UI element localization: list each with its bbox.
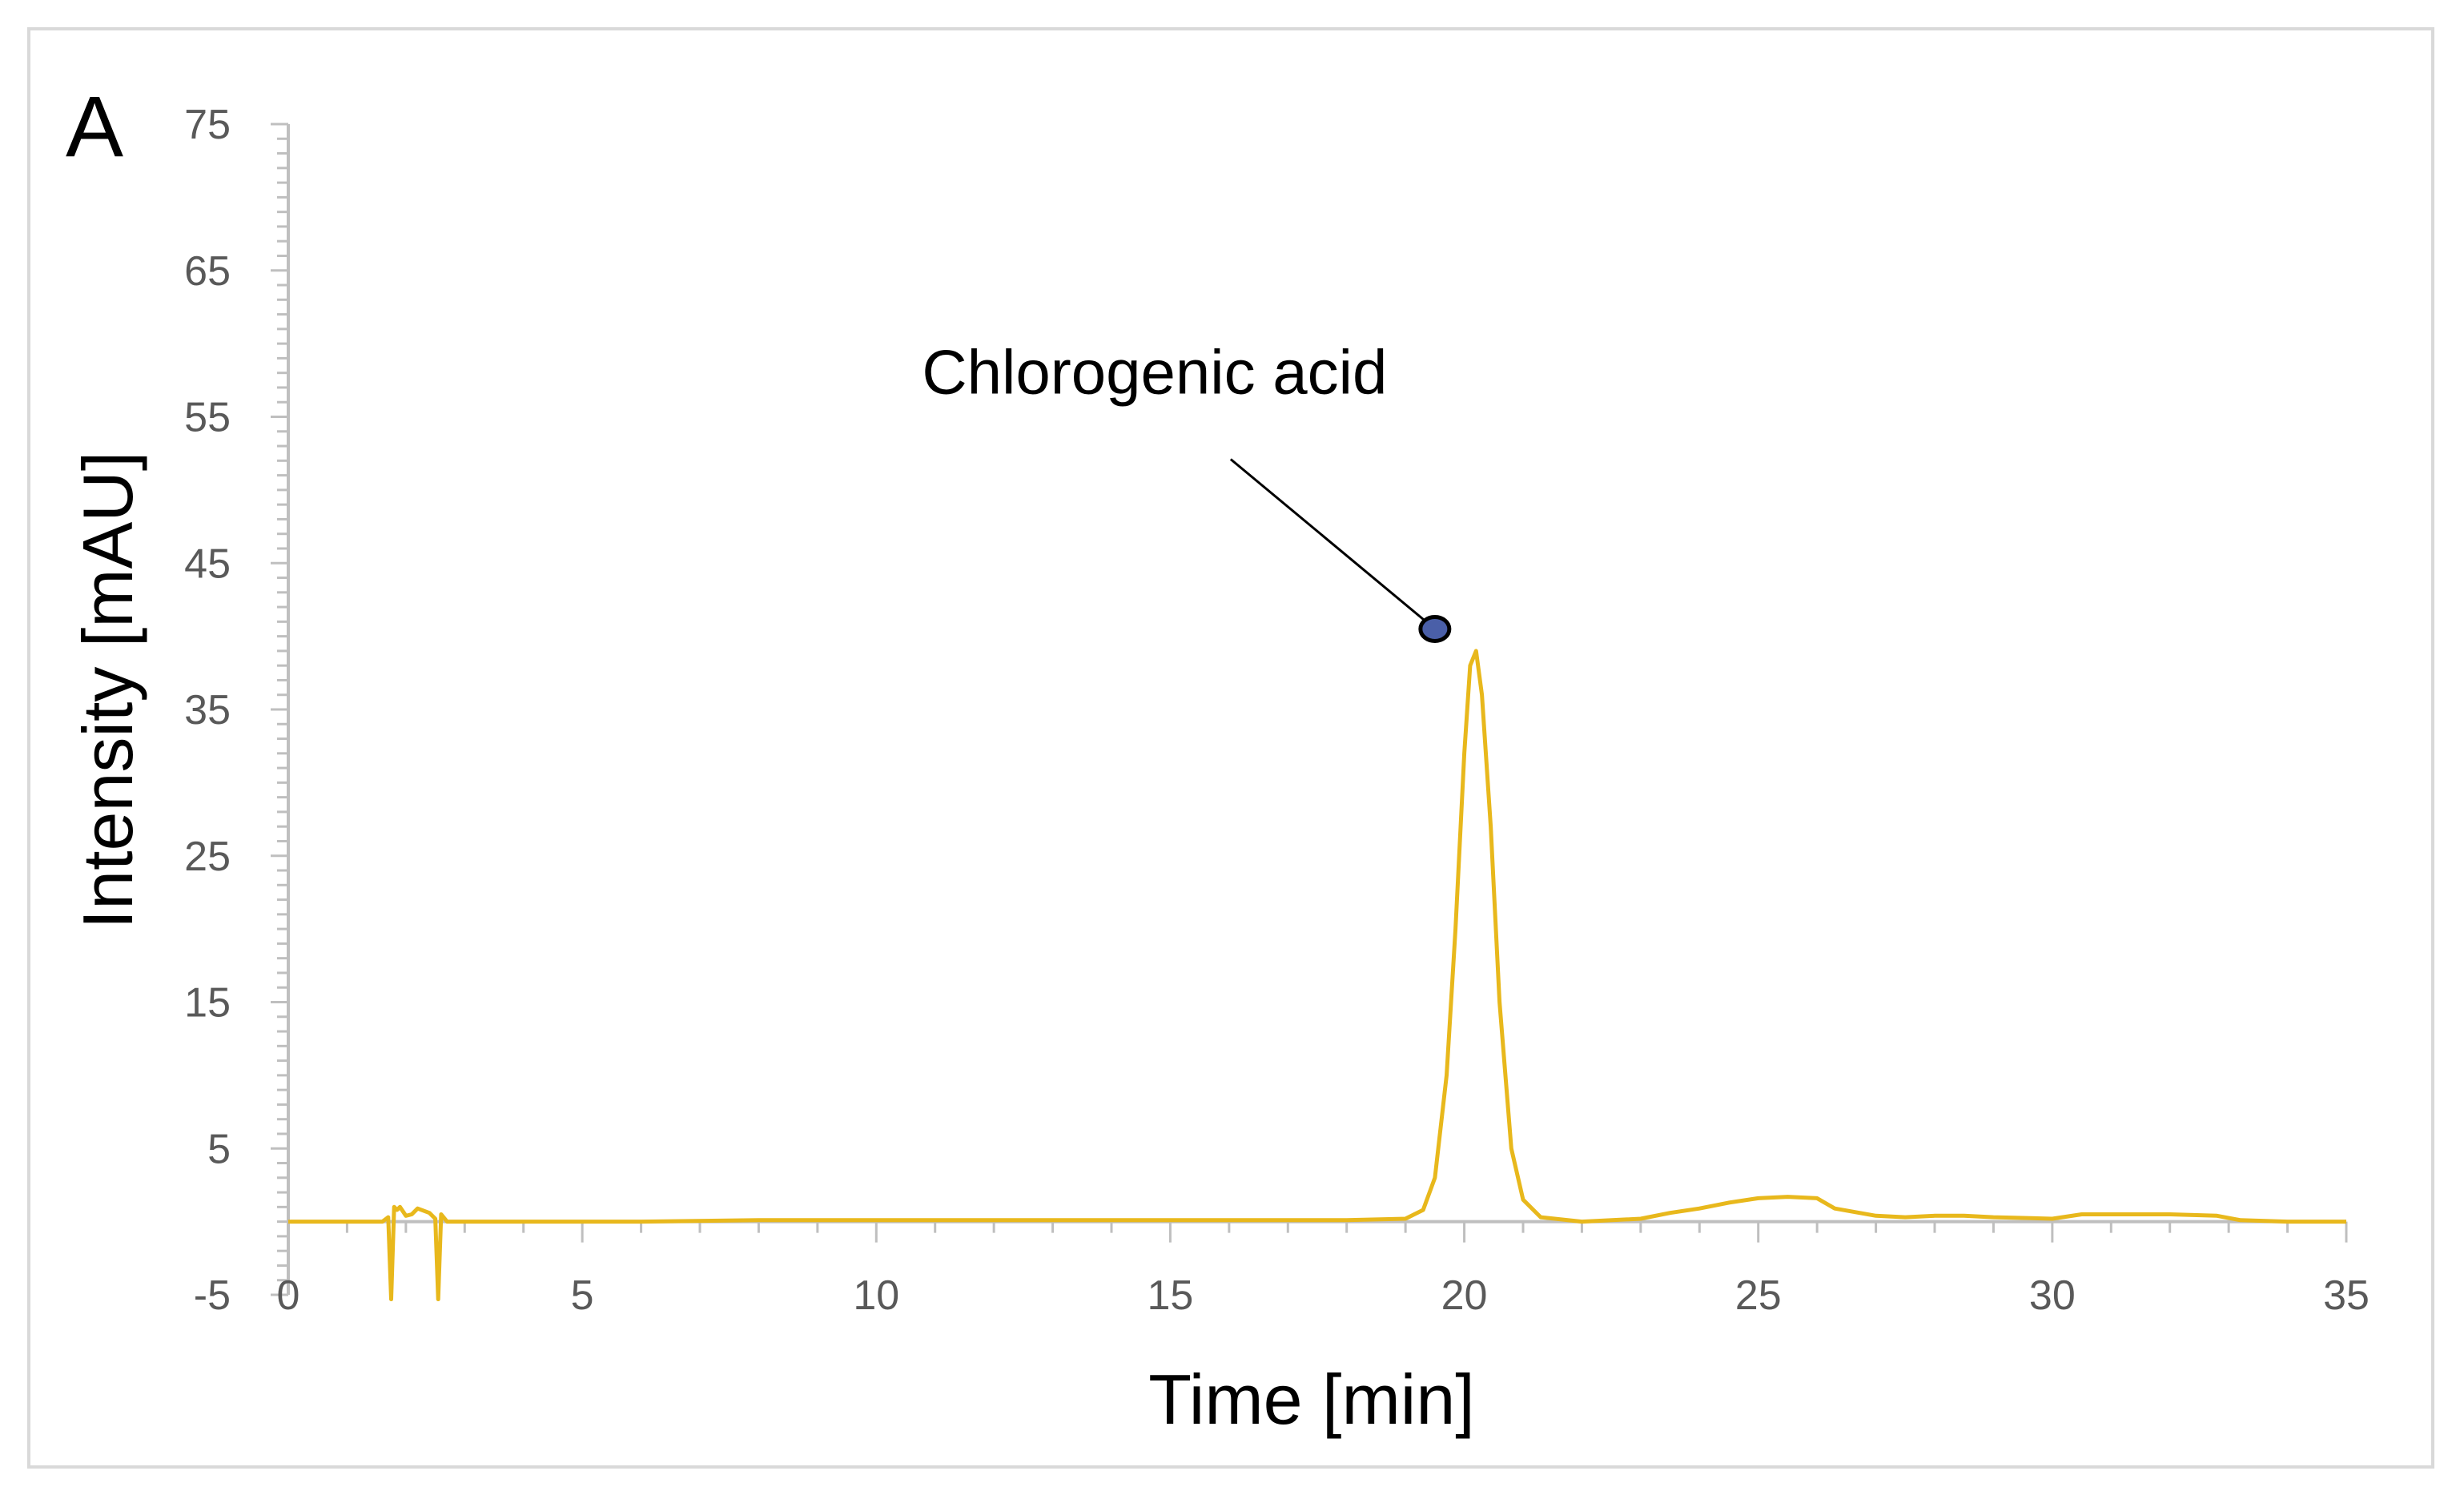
panel-label: A <box>66 78 123 175</box>
y-tick-label: 45 <box>184 541 231 587</box>
x-tick-label: 5 <box>571 1272 594 1319</box>
annotation-leader-line <box>1229 458 1426 622</box>
y-axis-title: Intensity [mAU] <box>68 452 147 930</box>
y-tick-label: 75 <box>184 102 231 148</box>
y-tick-label: 65 <box>184 248 231 295</box>
x-axis-title: Time [min] <box>1148 1360 1474 1439</box>
axes <box>287 124 2346 1295</box>
x-tick-label: 10 <box>853 1272 899 1319</box>
x-tick-label: 35 <box>2323 1272 2370 1319</box>
annotation-label: Chlorogenic acid <box>922 336 1387 407</box>
x-tick-label: 0 <box>277 1272 300 1319</box>
y-tick-label: 35 <box>184 687 231 733</box>
ticks <box>271 123 2348 1296</box>
series-line <box>288 649 2346 1301</box>
y-tick-label: 5 <box>207 1126 231 1172</box>
figure-frame <box>27 27 2434 1469</box>
x-tick-label: 20 <box>1441 1272 1488 1319</box>
x-tick-label: 25 <box>1735 1272 1782 1319</box>
tick-labels: -5 5 15 25 35 45 55 65 75 0 5 10 15 20 25 30 35 <box>184 102 2370 1319</box>
y-tick-label: -5 <box>194 1272 231 1319</box>
annotation-marker <box>1418 614 1452 643</box>
y-tick-label: 55 <box>184 395 231 441</box>
x-tick-label: 30 <box>2029 1272 2076 1319</box>
y-tick-label: 25 <box>184 834 231 880</box>
annotation: Chlorogenic acid <box>922 336 1452 643</box>
y-tick-label: 15 <box>184 980 231 1027</box>
x-tick-label: 15 <box>1148 1272 1194 1319</box>
